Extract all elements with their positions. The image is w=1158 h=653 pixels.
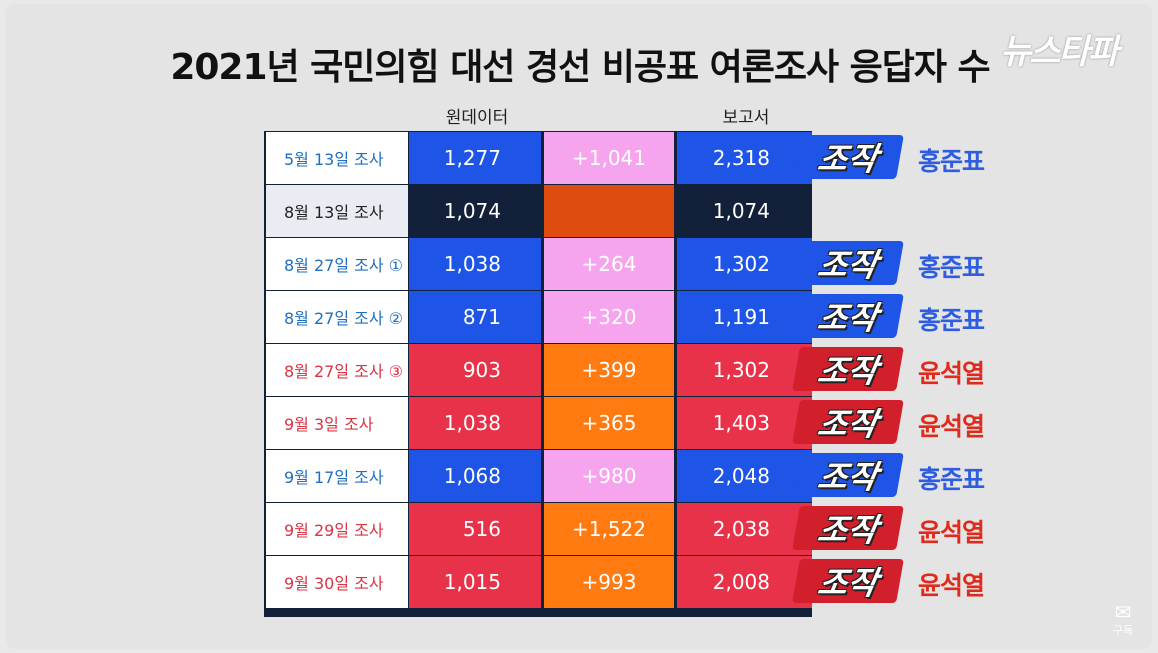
- candidate-name: 홍준표: [918, 306, 985, 335]
- added-count-cell: +264: [544, 238, 674, 290]
- table-row: 9월 29일 조사 516 +1,522 2,038: [264, 503, 812, 555]
- survey-date-label: 8월 27일 조사 ②: [266, 291, 408, 343]
- survey-date-label: 9월 29일 조사: [266, 503, 408, 555]
- report-count-cell: 1,074: [677, 185, 812, 237]
- table-row: 8월 13일 조사 1,074 1,074: [264, 185, 812, 237]
- raw-count-cell: 1,277: [409, 132, 541, 184]
- added-count-cell: +365: [544, 397, 674, 449]
- report-count-cell: 1,302: [677, 238, 812, 290]
- manipulation-stamp: 조작: [792, 135, 904, 179]
- manipulation-stamp: 조작: [792, 506, 904, 550]
- table-row: 8월 27일 조사 ③ 903 +399 1,302: [264, 344, 812, 396]
- added-count-cell: +399: [544, 344, 674, 396]
- report-count-cell: 1,191: [677, 291, 812, 343]
- added-count-cell: +980: [544, 450, 674, 502]
- report-count-cell: 2,038: [677, 503, 812, 555]
- candidate-name: 홍준표: [918, 147, 985, 176]
- survey-date-label: 8월 27일 조사 ③: [266, 344, 408, 396]
- survey-date-label: 9월 17일 조사: [266, 450, 408, 502]
- chart-title: 2021년 국민의힘 대선 경선 비공표 여론조사 응답자 수: [170, 47, 990, 88]
- envelope-icon: ✉: [1114, 600, 1132, 624]
- column-header-raw: 원데이터: [445, 108, 509, 128]
- raw-count-cell: 516: [409, 503, 541, 555]
- candidate-name: 윤석열: [918, 359, 985, 388]
- survey-date-label: 9월 3일 조사: [266, 397, 408, 449]
- candidate-name: 홍준표: [918, 465, 985, 494]
- manipulation-stamp: 조작: [792, 294, 904, 338]
- survey-date-label: 5월 13일 조사: [266, 132, 408, 184]
- added-count-cell: +1,041: [544, 132, 674, 184]
- candidate-name: 윤석열: [918, 518, 985, 547]
- raw-count-cell: 1,015: [409, 556, 541, 608]
- candidate-name: 윤석열: [918, 412, 985, 441]
- added-count-cell: [544, 185, 674, 237]
- report-count-cell: 2,318: [677, 132, 812, 184]
- report-count-cell: 1,403: [677, 397, 812, 449]
- raw-count-cell: 1,068: [409, 450, 541, 502]
- manipulation-stamp: 조작: [792, 241, 904, 285]
- table-row: 8월 27일 조사 ① 1,038 +264 1,302: [264, 238, 812, 290]
- report-count-cell: 2,048: [677, 450, 812, 502]
- candidate-name: 홍준표: [918, 253, 985, 282]
- added-count-cell: +1,522: [544, 503, 674, 555]
- raw-count-cell: 1,074: [409, 185, 541, 237]
- manipulation-stamp: 조작: [792, 453, 904, 497]
- added-count-cell: +320: [544, 291, 674, 343]
- table-row: 5월 13일 조사 1,277 +1,041 2,318: [264, 132, 812, 184]
- table-row: 8월 27일 조사 ② 871 +320 1,191: [264, 291, 812, 343]
- added-count-cell: +993: [544, 556, 674, 608]
- column-header-report: 보고서: [722, 108, 770, 128]
- manipulation-stamp: 조작: [792, 400, 904, 444]
- report-count-cell: 1,302: [677, 344, 812, 396]
- report-count-cell: 2,008: [677, 556, 812, 608]
- raw-count-cell: 1,038: [409, 238, 541, 290]
- raw-count-cell: 903: [409, 344, 541, 396]
- logo-text: 뉴스타파: [1000, 32, 1119, 72]
- raw-count-cell: 871: [409, 291, 541, 343]
- subscribe-label: 구독: [1112, 624, 1134, 637]
- survey-date-label: 9월 30일 조사: [266, 556, 408, 608]
- manipulation-stamp: 조작: [792, 559, 904, 603]
- survey-date-label: 8월 27일 조사 ①: [266, 238, 408, 290]
- candidate-name: 윤석열: [918, 571, 985, 600]
- manipulation-stamp: 조작: [792, 347, 904, 391]
- subscribe-button[interactable]: ✉ 구독: [1108, 602, 1138, 638]
- raw-count-cell: 1,038: [409, 397, 541, 449]
- survey-date-label: 8월 13일 조사: [266, 185, 408, 237]
- data-table: 5월 13일 조사 1,277 +1,041 2,318 8월 13일 조사 1,074 1…: [264, 131, 812, 617]
- table-row: 9월 17일 조사 1,068 +980 2,048: [264, 450, 812, 502]
- brand-logo: 뉴스타파: [1000, 24, 1130, 72]
- table-row: 9월 3일 조사 1,038 +365 1,403: [264, 397, 812, 449]
- table-row: 9월 30일 조사 1,015 +993 2,008: [264, 556, 812, 608]
